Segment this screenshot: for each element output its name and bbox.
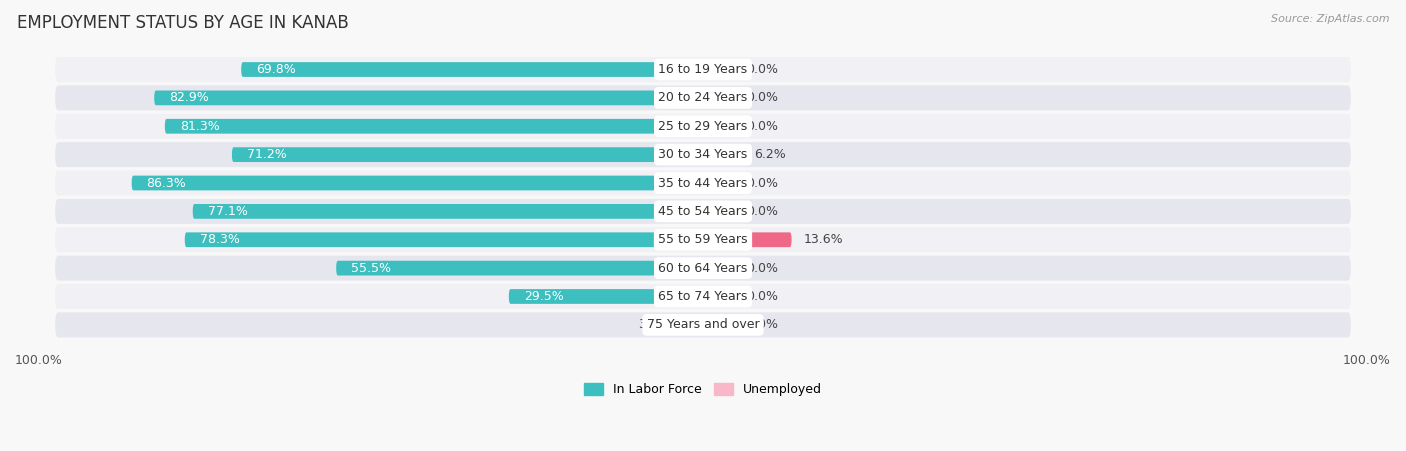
FancyBboxPatch shape <box>704 62 734 77</box>
Text: EMPLOYMENT STATUS BY AGE IN KANAB: EMPLOYMENT STATUS BY AGE IN KANAB <box>17 14 349 32</box>
Text: 29.5%: 29.5% <box>523 290 564 303</box>
Text: 6.2%: 6.2% <box>754 148 786 161</box>
FancyBboxPatch shape <box>682 318 702 332</box>
Text: 0.0%: 0.0% <box>747 318 778 331</box>
Text: 82.9%: 82.9% <box>169 92 209 104</box>
FancyBboxPatch shape <box>55 142 1351 167</box>
Text: 0.0%: 0.0% <box>747 120 778 133</box>
Text: 75 Years and over: 75 Years and over <box>647 318 759 331</box>
FancyBboxPatch shape <box>132 175 702 190</box>
Text: 86.3%: 86.3% <box>146 176 186 189</box>
FancyBboxPatch shape <box>704 119 734 133</box>
FancyBboxPatch shape <box>55 227 1351 252</box>
FancyBboxPatch shape <box>55 85 1351 110</box>
FancyBboxPatch shape <box>55 313 1351 337</box>
Text: 81.3%: 81.3% <box>180 120 219 133</box>
FancyBboxPatch shape <box>165 119 702 133</box>
Text: 0.0%: 0.0% <box>747 290 778 303</box>
FancyBboxPatch shape <box>193 204 702 219</box>
FancyBboxPatch shape <box>336 261 702 276</box>
Text: 55 to 59 Years: 55 to 59 Years <box>658 233 748 246</box>
FancyBboxPatch shape <box>704 318 734 332</box>
Text: 0.0%: 0.0% <box>747 262 778 275</box>
Text: 0.0%: 0.0% <box>747 92 778 104</box>
FancyBboxPatch shape <box>232 147 702 162</box>
FancyBboxPatch shape <box>55 284 1351 309</box>
Text: 0.0%: 0.0% <box>747 176 778 189</box>
Text: 71.2%: 71.2% <box>247 148 287 161</box>
FancyBboxPatch shape <box>704 204 734 219</box>
FancyBboxPatch shape <box>55 114 1351 139</box>
FancyBboxPatch shape <box>55 57 1351 82</box>
Text: 3.5%: 3.5% <box>638 318 669 331</box>
Text: 77.1%: 77.1% <box>208 205 247 218</box>
Text: 78.3%: 78.3% <box>200 233 239 246</box>
Text: 25 to 29 Years: 25 to 29 Years <box>658 120 748 133</box>
FancyBboxPatch shape <box>155 91 702 105</box>
FancyBboxPatch shape <box>55 170 1351 195</box>
Text: 45 to 54 Years: 45 to 54 Years <box>658 205 748 218</box>
Text: 69.8%: 69.8% <box>256 63 295 76</box>
FancyBboxPatch shape <box>704 232 792 247</box>
FancyBboxPatch shape <box>704 91 734 105</box>
Text: 0.0%: 0.0% <box>747 205 778 218</box>
FancyBboxPatch shape <box>704 147 742 162</box>
Text: 55.5%: 55.5% <box>352 262 391 275</box>
Text: 60 to 64 Years: 60 to 64 Years <box>658 262 748 275</box>
Legend: In Labor Force, Unemployed: In Labor Force, Unemployed <box>579 378 827 401</box>
FancyBboxPatch shape <box>242 62 702 77</box>
Text: Source: ZipAtlas.com: Source: ZipAtlas.com <box>1271 14 1389 23</box>
FancyBboxPatch shape <box>704 289 734 304</box>
Text: 20 to 24 Years: 20 to 24 Years <box>658 92 748 104</box>
Text: 13.6%: 13.6% <box>803 233 844 246</box>
FancyBboxPatch shape <box>704 175 734 190</box>
FancyBboxPatch shape <box>704 261 734 276</box>
FancyBboxPatch shape <box>184 232 702 247</box>
FancyBboxPatch shape <box>55 199 1351 224</box>
Text: 0.0%: 0.0% <box>747 63 778 76</box>
FancyBboxPatch shape <box>55 256 1351 281</box>
Text: 16 to 19 Years: 16 to 19 Years <box>658 63 748 76</box>
FancyBboxPatch shape <box>509 289 702 304</box>
Text: 35 to 44 Years: 35 to 44 Years <box>658 176 748 189</box>
Text: 65 to 74 Years: 65 to 74 Years <box>658 290 748 303</box>
Text: 30 to 34 Years: 30 to 34 Years <box>658 148 748 161</box>
